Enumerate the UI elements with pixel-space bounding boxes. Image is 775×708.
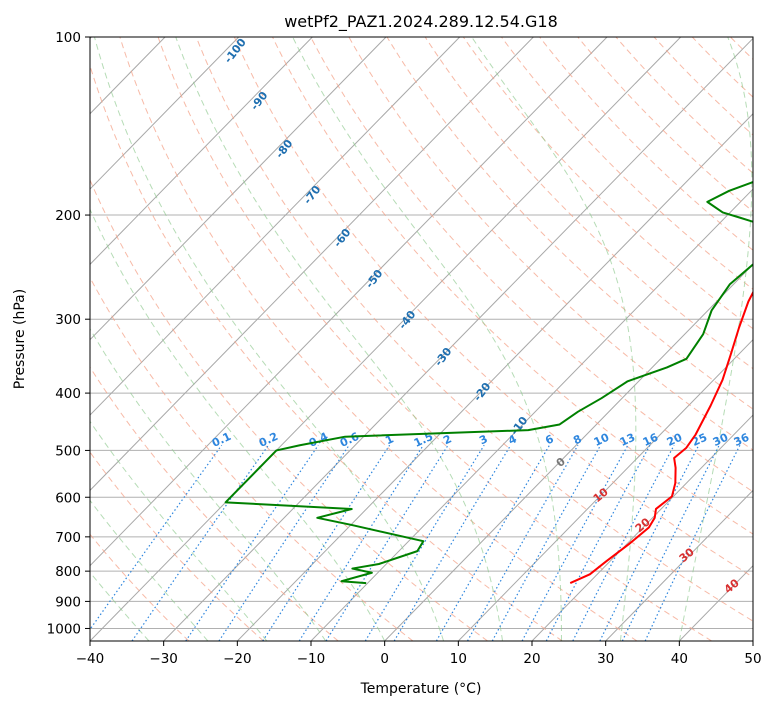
mixing-ratio-lines (90, 444, 741, 641)
dry-adiabat-line (90, 64, 563, 641)
mixing-ratio-line (131, 444, 269, 641)
isotherm-line (605, 489, 753, 641)
isotherm-line (236, 113, 753, 641)
dry-adiabat-line (272, 37, 753, 535)
isotherm-line (90, 37, 534, 492)
dry-adiabat-line (577, 37, 753, 213)
dry-adiabat-line (501, 37, 753, 290)
sounding-line (224, 181, 753, 585)
mixing-ratio-label: 13 (618, 431, 637, 449)
mixing-ratio-line (185, 444, 319, 641)
mixing-ratio-line (90, 444, 223, 631)
isotherm-line (90, 37, 240, 190)
x-tick-label: 30 (597, 651, 614, 667)
mixing-ratio-line (491, 444, 602, 641)
x-axis-label: Temperature (°C) (360, 681, 482, 697)
isotherm-line (90, 37, 608, 567)
mixing-ratio-line (644, 444, 741, 641)
y-tick-label: 400 (55, 386, 81, 402)
mixing-ratio-line (364, 444, 485, 641)
y-tick-label: 300 (55, 312, 81, 328)
isobar-grid (90, 37, 753, 629)
x-tick-label: 0 (380, 651, 389, 667)
mixing-ratio-label: 30 (711, 431, 731, 449)
mixing-ratio-line (599, 444, 700, 641)
y-tick-label: 100 (55, 30, 81, 46)
mixing-ratio-line (262, 444, 391, 641)
isotherm-line (163, 37, 753, 641)
mixing-ratio-label: 16 (641, 431, 661, 449)
mixing-ratio-line (393, 444, 512, 641)
mixing-ratio-line (621, 444, 720, 641)
y-tick-label: 900 (55, 594, 81, 610)
x-tick-label: −40 (76, 651, 105, 667)
x-tick-label: −20 (223, 651, 252, 667)
x-tick-label: −30 (149, 651, 178, 667)
x-tick-label: 50 (744, 651, 761, 667)
mixing-ratio-line (298, 444, 424, 641)
mixing-ratio-line (325, 444, 449, 641)
y-axis-label: Pressure (hPa) (12, 289, 28, 389)
y-tick-label: 700 (55, 530, 81, 546)
isotherm-line (90, 37, 682, 641)
isotherm-line (90, 37, 387, 341)
dry-adiabat-line (424, 37, 753, 370)
dry-adiabat-line (386, 37, 753, 410)
x-tick-label: −10 (297, 651, 326, 667)
x-tick-label: 40 (671, 651, 688, 667)
mixing-ratio-line (466, 444, 579, 641)
dry-adiabat-line (310, 37, 753, 493)
dry-adiabat-line (615, 37, 753, 174)
dry-adiabat-line (157, 37, 712, 641)
mixing-ratio-line (218, 444, 350, 641)
sounding-line (569, 290, 753, 584)
dry-adiabat-line (119, 37, 638, 641)
mixing-ratio-label: 36 (732, 431, 752, 449)
moist-adiabats (90, 37, 753, 641)
series-lines (224, 181, 753, 585)
moist-adiabat-line (90, 208, 386, 641)
plot-frame (89, 36, 754, 642)
chart-title: wetPf2_PAZ1.2024.289.12.54.G18 (284, 12, 558, 32)
y-tick-label: 800 (55, 564, 81, 580)
isotherm-line (90, 37, 461, 416)
x-axis-ticks: −40 −30 −20 −10 0 10 20 30 40 50 (76, 641, 762, 667)
dry-adiabat-line (90, 451, 264, 641)
y-tick-label: 1000 (47, 621, 81, 637)
moist-adiabat-line (678, 37, 753, 641)
x-tick-label: 10 (450, 651, 467, 667)
moist-adiabat-line (292, 37, 562, 641)
mixing-ratio-label: 10 (592, 431, 612, 449)
y-tick-label: 500 (55, 443, 81, 459)
isotherm-line (90, 37, 313, 266)
isotherm-line (310, 188, 753, 641)
y-tick-label: 200 (55, 208, 81, 224)
isotherm-line (384, 263, 753, 641)
x-tick-label: 20 (523, 651, 540, 667)
mixing-ratio-label: 20 (665, 431, 685, 449)
dry-adiabat-line (90, 276, 414, 641)
y-axis-ticks: 100 200 300 400 500 600 700 800 900 1000 (47, 30, 90, 637)
dry-adiabat-line (90, 178, 488, 641)
dry-adiabat-line (233, 37, 753, 578)
moist-adiabat-line (93, 37, 445, 641)
moist-adiabat-line (175, 37, 504, 641)
mixing-ratio-line (572, 444, 675, 641)
moist-adiabat-line (90, 420, 268, 641)
dry-adiabats (90, 37, 753, 641)
y-tick-label: 600 (55, 490, 81, 506)
moist-adiabat-line (471, 37, 637, 641)
